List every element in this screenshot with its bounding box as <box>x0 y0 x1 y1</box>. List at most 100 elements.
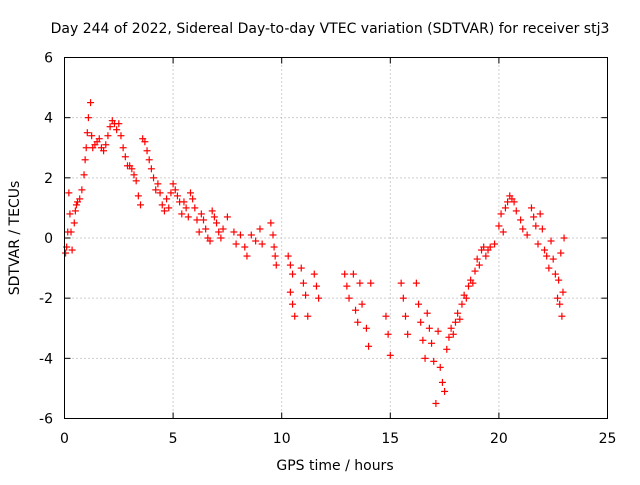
data-point <box>358 300 366 308</box>
data-point <box>189 195 197 203</box>
data-point <box>423 309 431 317</box>
data-point <box>62 249 70 257</box>
data-point <box>256 225 264 233</box>
data-point <box>532 222 540 230</box>
data-point <box>404 330 412 338</box>
data-point <box>302 291 310 299</box>
data-point <box>67 228 75 236</box>
data-point <box>523 231 531 239</box>
data-point <box>365 342 373 350</box>
data-point <box>284 252 292 260</box>
data-point <box>432 399 440 407</box>
data-point <box>458 300 466 308</box>
tick-layer <box>64 57 608 419</box>
data-point <box>223 213 231 221</box>
data-point <box>349 270 357 278</box>
tick-label-layer: 0 5 10 15 20 25 -6 -4 -2 0 2 4 6 <box>39 51 616 448</box>
data-point <box>436 363 444 371</box>
data-point <box>115 120 123 128</box>
data-point <box>156 189 164 197</box>
data-point <box>202 225 210 233</box>
data-point <box>549 255 557 263</box>
data-point <box>269 231 277 239</box>
data-point <box>167 189 175 197</box>
data-point <box>454 309 462 317</box>
data-point <box>130 171 138 179</box>
data-point <box>186 189 194 197</box>
data-point <box>471 267 479 275</box>
data-point <box>510 198 518 206</box>
data-point <box>384 330 392 338</box>
data-point <box>447 324 455 332</box>
data-point <box>495 222 503 230</box>
data-point <box>178 210 186 218</box>
data-point <box>132 177 140 185</box>
data-point <box>486 243 494 251</box>
data-point <box>512 207 520 215</box>
data-point <box>297 264 305 272</box>
data-point <box>137 201 145 209</box>
grid-layer <box>64 57 608 419</box>
data-point <box>289 270 297 278</box>
data-point <box>71 207 79 215</box>
data-point <box>78 186 86 194</box>
data-point <box>83 129 91 137</box>
data-point <box>558 312 566 320</box>
data-point <box>150 174 158 182</box>
data-point <box>95 135 103 143</box>
data-point <box>399 294 407 302</box>
data-point <box>419 336 427 344</box>
data-point <box>434 327 442 335</box>
data-point <box>555 276 563 284</box>
data-point <box>445 333 453 341</box>
data-point <box>560 234 568 242</box>
data-point <box>117 132 125 140</box>
data-point <box>543 252 551 260</box>
data-point <box>449 330 457 338</box>
y-axis-label: SDTVAR / TECUs <box>7 181 23 296</box>
data-point <box>354 318 362 326</box>
chart-title: Day 244 of 2022, Sidereal Day-to-day VTE… <box>51 21 610 37</box>
data-point <box>208 207 216 215</box>
data-point <box>530 213 538 221</box>
data-point <box>382 312 390 320</box>
data-point <box>217 234 225 242</box>
data-point <box>541 246 549 254</box>
data-point <box>527 204 535 212</box>
data-point <box>286 261 294 269</box>
x-tick-label: 25 <box>599 431 617 447</box>
data-point <box>195 228 203 236</box>
data-point <box>88 132 96 140</box>
data-point <box>554 294 562 302</box>
data-point <box>497 210 505 218</box>
data-point <box>119 144 127 152</box>
data-point <box>65 189 73 197</box>
data-point <box>68 246 76 254</box>
data-point <box>312 282 320 290</box>
data-layer <box>62 99 568 407</box>
data-point <box>173 192 181 200</box>
data-point <box>482 252 490 260</box>
data-point <box>386 351 394 359</box>
data-point <box>519 225 527 233</box>
data-point <box>270 243 278 251</box>
x-tick-label: 15 <box>381 431 399 447</box>
data-point <box>304 312 312 320</box>
data-point <box>104 132 112 140</box>
data-point <box>193 216 201 224</box>
data-point <box>462 294 470 302</box>
data-point <box>163 195 171 203</box>
data-point <box>417 318 425 326</box>
data-point <box>557 249 565 257</box>
data-point <box>464 282 472 290</box>
data-point <box>171 186 179 194</box>
data-point <box>152 186 160 194</box>
y-tick-label: 2 <box>44 171 53 187</box>
data-point <box>141 138 149 146</box>
data-point <box>538 225 546 233</box>
data-point <box>299 279 307 287</box>
data-point <box>252 237 260 245</box>
data-point <box>232 240 240 248</box>
data-point <box>160 207 168 215</box>
data-point <box>501 204 509 212</box>
